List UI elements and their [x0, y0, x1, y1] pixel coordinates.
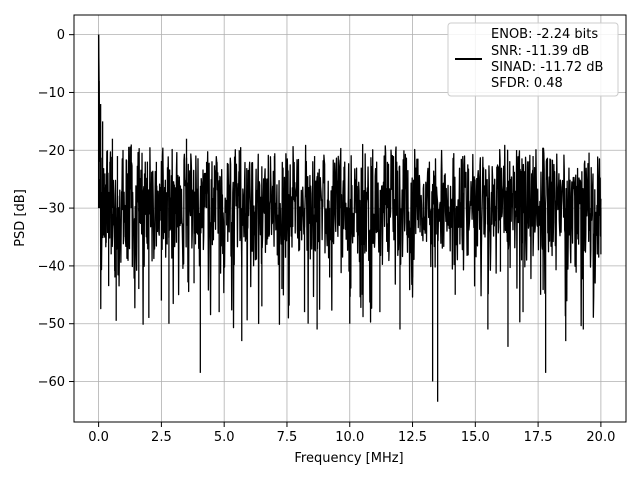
legend: ENOB: -2.24 bits SNR: -11.39 dB SINAD: -…	[447, 22, 619, 97]
x-tick-label: 12.5	[398, 430, 427, 445]
x-tick-label: 7.5	[277, 430, 298, 445]
x-axis-label: Frequency [MHz]	[294, 451, 403, 466]
y-tick-label: −20	[38, 144, 65, 159]
x-tick-label: 5.0	[214, 430, 235, 445]
legend-sfdr: SFDR: 0.48	[491, 76, 563, 91]
x-tick-label: 0.0	[88, 430, 109, 445]
y-tick-label: 0	[57, 28, 65, 43]
series-layer	[97, 34, 602, 402]
x-tick-label: 20.0	[586, 430, 615, 445]
y-tick-label: −50	[38, 317, 65, 332]
legend-enob: ENOB: -2.24 bits	[491, 27, 598, 42]
legend-box	[447, 22, 619, 97]
legend-snr: SNR: -11.39 dB	[491, 44, 589, 59]
x-tick-label: 2.5	[151, 430, 172, 445]
y-tick-label: −60	[38, 375, 65, 390]
x-tick-label: 15.0	[461, 430, 490, 445]
ticks: 0.0 2.5 5.0 7.5 10.0 12.5 15.0 17.5 20.0 0 −10 −20 −…	[38, 28, 616, 445]
y-tick-label: −40	[38, 259, 65, 274]
y-axis-label: PSD [dB]	[13, 189, 28, 247]
y-tick-label: −30	[38, 202, 65, 217]
legend-sinad: SINAD: -11.72 dB	[491, 60, 603, 75]
x-tick-label: 10.0	[335, 430, 364, 445]
y-tick-label: −10	[38, 86, 65, 101]
x-tick-label: 17.5	[524, 430, 553, 445]
